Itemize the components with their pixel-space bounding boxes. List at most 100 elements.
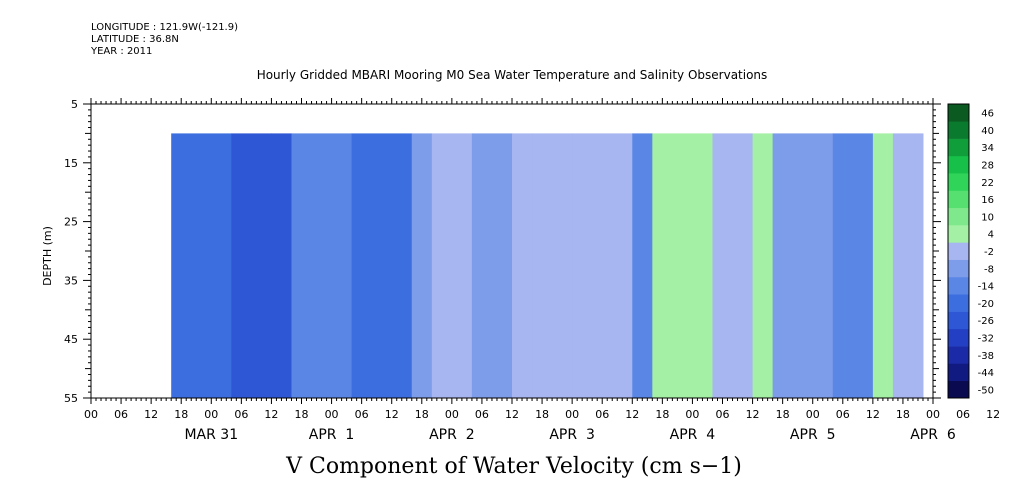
heatmap-cell [572, 133, 633, 398]
colorbar-band [948, 155, 969, 174]
x-tick-label: 12 [144, 408, 158, 421]
heatmap-cell [471, 133, 513, 398]
x-date-label: APR 2 [429, 427, 475, 443]
x-date-label: MAR 31 [184, 427, 238, 443]
colorbar-label: 16 [981, 195, 994, 206]
x-tick-label: 00 [806, 408, 820, 421]
x-tick-label: 06 [114, 408, 128, 421]
x-tick-label: 18 [655, 408, 669, 421]
x-tick-label: 12 [625, 408, 639, 421]
x-tick-label: 12 [385, 408, 399, 421]
colorbar-label: 46 [981, 109, 994, 120]
colorbar-label: -20 [978, 299, 994, 310]
x-tick-label: 18 [776, 408, 790, 421]
colorbar-label: -8 [984, 264, 994, 275]
colorbar: 46 40 34 28 22 16 10 4 -2 -8 -14 -20 -26 -32 -38 -44 -50 [947, 103, 994, 399]
longitude-label: LONGITUDE : 121.9W(-121.9) [91, 22, 238, 33]
x-tick-label: 18 [896, 408, 910, 421]
x-axis: 00 06 12 18 00 06 12 18 00 06 12 18 00 06 12 18 00 06 12 18… [84, 98, 1000, 443]
x-tick-label: 00 [926, 408, 940, 421]
colorbar-band [948, 121, 969, 139]
colorbar-label: 4 [988, 230, 994, 241]
x-tick-label: 12 [746, 408, 760, 421]
heatmap-cell [652, 133, 713, 398]
colorbar-label: -44 [978, 368, 994, 379]
colorbar-band [948, 294, 969, 312]
x-axis-label: V Component of Water Velocity (cm s−1) [286, 454, 742, 479]
y-axis: 5 15 25 35 45 55 [64, 98, 941, 405]
heatmap-cell [712, 133, 754, 398]
colorbar-band [948, 328, 969, 347]
y-axis-label: DEPTH (m) [41, 226, 54, 286]
year-label: YEAR : 2011 [91, 46, 153, 57]
x-date-label: APR 6 [910, 427, 956, 443]
heatmap-cell [512, 133, 533, 398]
y-tick-label: 25 [64, 216, 78, 229]
colorbar-band [948, 190, 969, 209]
x-tick-label: 12 [866, 408, 880, 421]
colorbar-label: -50 [978, 385, 994, 396]
heatmap-cell [351, 133, 413, 398]
heatmap-cell [431, 133, 473, 398]
heatmap-cell [231, 133, 272, 398]
colorbar-band [948, 173, 969, 191]
y-tick-label: 55 [64, 392, 78, 405]
x-tick-label: 18 [415, 408, 429, 421]
heatmap-cell [411, 133, 433, 398]
x-tick-label: 06 [475, 408, 489, 421]
colorbar-label: 28 [981, 161, 994, 172]
heatmap-cell [752, 133, 774, 398]
heatmap-cell [872, 133, 894, 398]
x-tick-label: 06 [716, 408, 730, 421]
x-date-label: APR 5 [790, 427, 836, 443]
x-tick-label: 00 [565, 408, 579, 421]
colorbar-label: -2 [984, 247, 994, 258]
colorbar-frame [947, 103, 970, 399]
x-tick-label: 00 [325, 408, 339, 421]
colorbar-band [948, 242, 969, 260]
colorbar-label: -14 [978, 282, 994, 293]
x-tick-label: 00 [685, 408, 699, 421]
x-tick-label: 06 [595, 408, 609, 421]
colorbar-band [948, 104, 969, 122]
chart-title: Hourly Gridded MBARI Mooring M0 Sea Wate… [256, 68, 768, 82]
heatmap-cell [772, 133, 834, 398]
colorbar-band [948, 363, 969, 381]
x-tick-label: 00 [445, 408, 459, 421]
y-tick-label: 35 [64, 274, 78, 287]
colorbar-band [948, 138, 969, 157]
x-tick-label: 06 [956, 408, 970, 421]
colorbar-band [948, 346, 969, 364]
x-tick-label: 18 [535, 408, 549, 421]
colorbar-band [948, 259, 969, 278]
x-tick-label: 12 [264, 408, 278, 421]
colorbar-label: -32 [978, 333, 994, 344]
x-date-label: APR 1 [309, 427, 355, 443]
x-date-label: APR 3 [549, 427, 595, 443]
colorbar-label: 22 [981, 178, 994, 189]
x-tick-label: 00 [204, 408, 218, 421]
colorbar-band [948, 380, 969, 399]
x-tick-label: 12 [505, 408, 519, 421]
colorbar-band [948, 225, 969, 243]
y-tick-label: 5 [71, 98, 78, 111]
colorbar-band [948, 207, 969, 226]
x-tick-label: 06 [234, 408, 248, 421]
heatmap-cell [832, 133, 874, 398]
heatmap-cell [271, 133, 292, 398]
colorbar-label: 34 [981, 143, 994, 154]
x-axis-label-wrap: V Component of Water Velocity (cm s−1) [0, 454, 1009, 479]
heatmap-cells [171, 133, 924, 398]
chart-title-wrap: Hourly Gridded MBARI Mooring M0 Sea Wate… [0, 68, 1009, 82]
x-tick-label: 12 [986, 408, 1000, 421]
heatmap-cell [171, 133, 232, 398]
x-tick-label: 00 [84, 408, 98, 421]
colorbar-label: 10 [981, 212, 994, 223]
metadata-block: LONGITUDE : 121.9W(-121.9) LATITUDE : 36… [91, 22, 238, 58]
y-tick-label: 45 [64, 333, 78, 346]
x-tick-label: 18 [295, 408, 309, 421]
heatmap-cell [632, 133, 653, 398]
x-tick-label: 06 [355, 408, 369, 421]
heatmap-cell [291, 133, 353, 398]
